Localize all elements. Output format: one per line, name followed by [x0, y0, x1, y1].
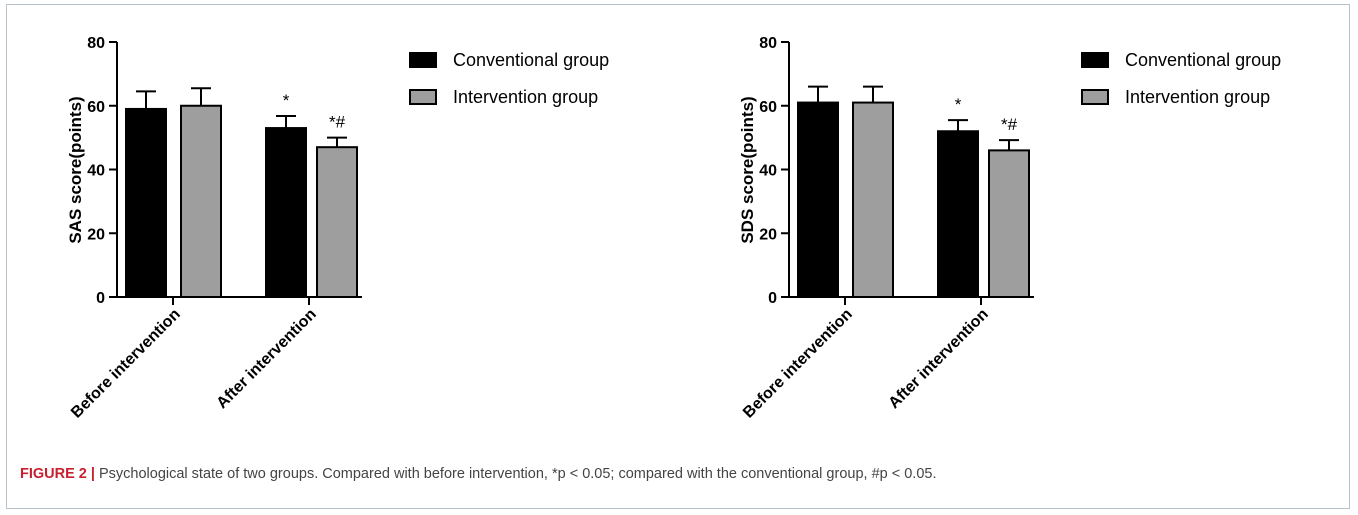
- figure-caption: FIGURE 2 | Psychological state of two gr…: [20, 466, 1340, 482]
- x-tick-label: After intervention: [214, 306, 320, 412]
- legend-swatch: [1081, 52, 1109, 68]
- y-tick-label: 20: [759, 226, 777, 243]
- legend-label: Intervention group: [453, 87, 598, 107]
- significance-mark: *: [955, 95, 962, 114]
- significance-mark: *#: [1001, 115, 1018, 134]
- y-tick-label: 80: [87, 35, 105, 52]
- y-tick-label: 60: [87, 99, 105, 116]
- y-tick-label: 40: [87, 163, 105, 180]
- y-tick-label: 40: [759, 163, 777, 180]
- chart-sas: 0 20 40 60 80 SAS score(points) * *# Before inte…: [66, 35, 609, 422]
- legend-swatch: [409, 52, 437, 68]
- legend-label: Intervention group: [1125, 87, 1270, 107]
- y-axis-title: SAS score(points): [66, 96, 85, 243]
- legend-label: Conventional group: [1125, 50, 1281, 70]
- significance-mark: *: [283, 91, 290, 110]
- bar: [852, 101, 894, 298]
- legend-label: Conventional group: [453, 50, 609, 70]
- legend-swatch: [1081, 89, 1109, 105]
- x-tick-label: Before intervention: [68, 306, 184, 422]
- bar: [988, 149, 1030, 298]
- legend-swatch: [409, 89, 437, 105]
- bar: [937, 130, 979, 298]
- chart-sds: 0 20 40 60 80 SDS score(points) * *# Before inte…: [738, 35, 1281, 422]
- bar: [797, 101, 839, 298]
- caption-text: Psychological state of two groups. Compa…: [94, 466, 937, 482]
- figure-frame: 0 20 40 60 80 SAS score(points) * *# Before inte…: [6, 4, 1350, 509]
- significance-mark: *#: [329, 113, 346, 132]
- x-tick-label: After intervention: [886, 306, 992, 412]
- caption-label: FIGURE 2 |: [20, 466, 95, 482]
- x-tick-label: Before intervention: [740, 306, 856, 422]
- y-axis-title: SDS score(points): [738, 96, 757, 243]
- bar: [316, 146, 358, 298]
- bar: [265, 127, 307, 298]
- y-tick-label: 0: [768, 290, 777, 307]
- y-tick-label: 20: [87, 226, 105, 243]
- y-tick-label: 60: [759, 99, 777, 116]
- bar: [180, 104, 222, 298]
- bar: [125, 107, 167, 298]
- y-tick-label: 0: [96, 290, 105, 307]
- y-tick-label: 80: [759, 35, 777, 52]
